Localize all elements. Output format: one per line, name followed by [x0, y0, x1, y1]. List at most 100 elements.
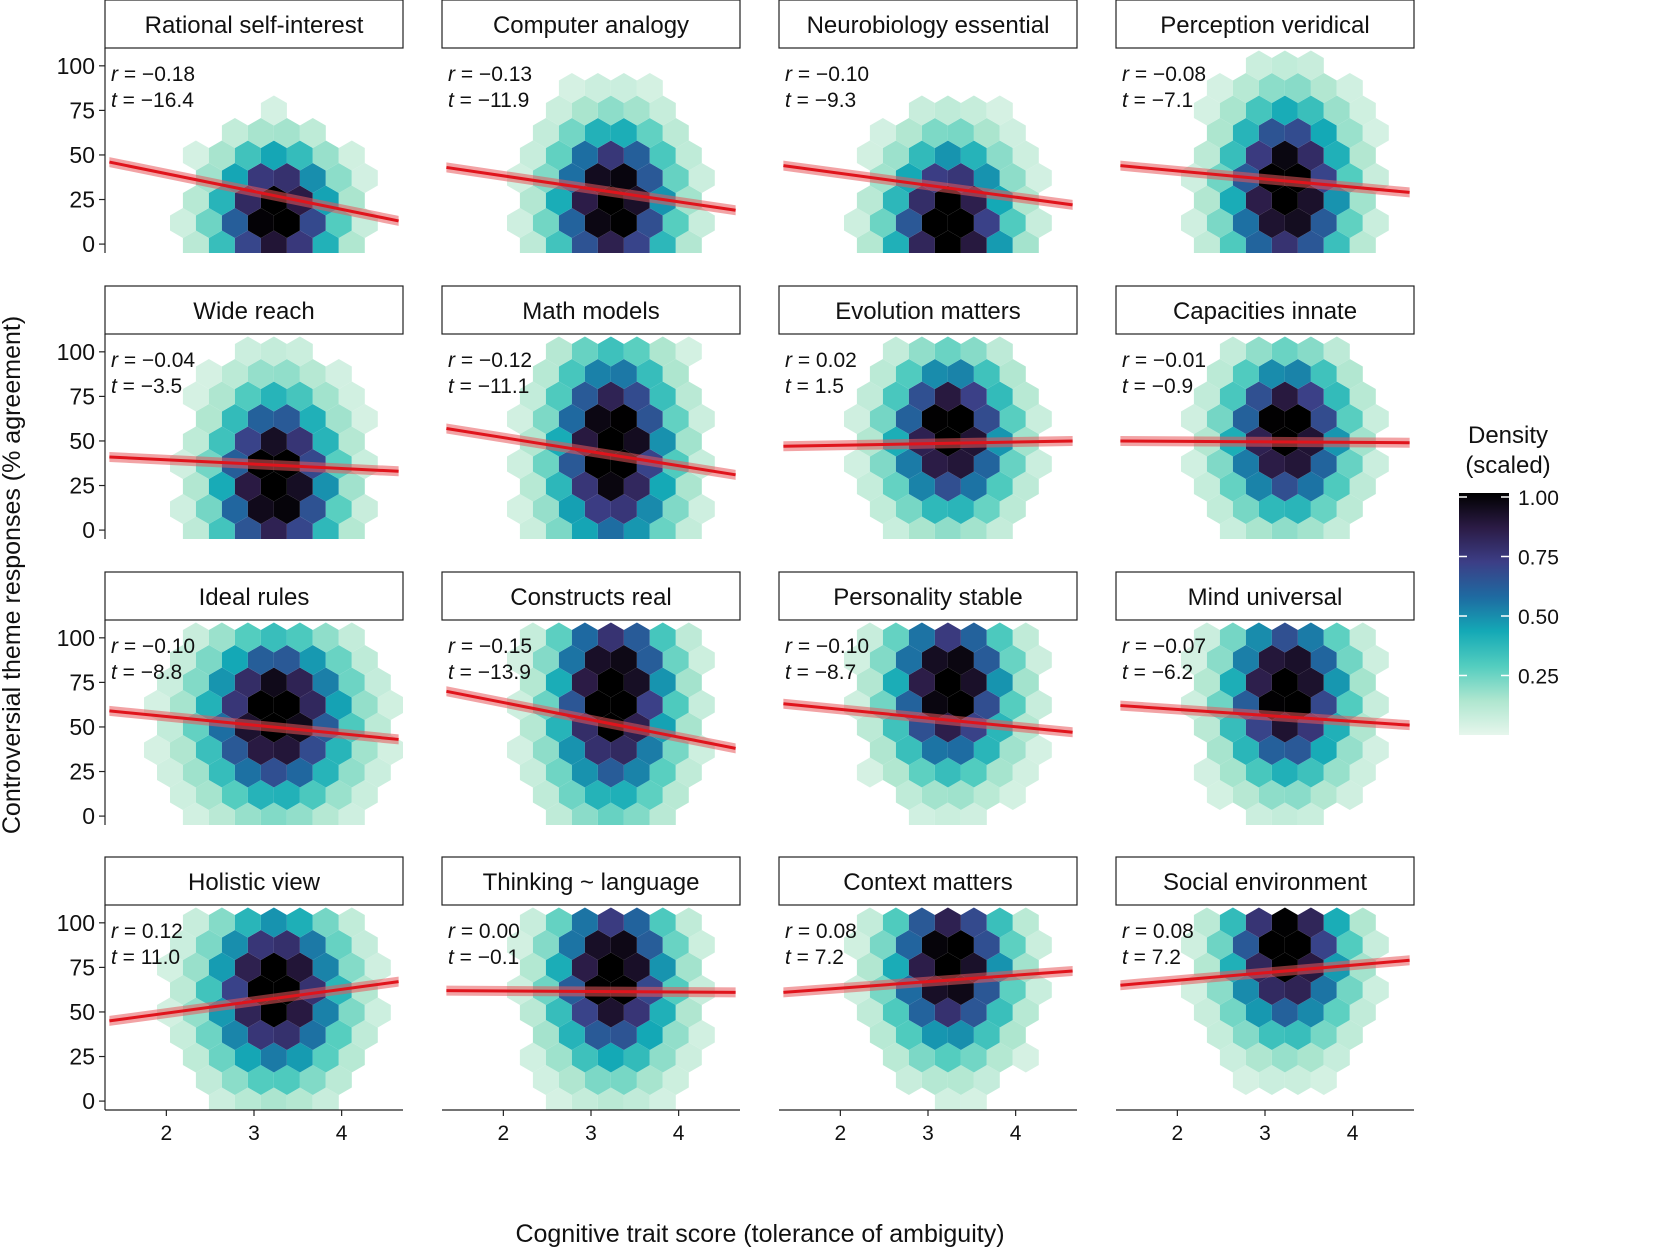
hexbin-cell: [856, 381, 883, 412]
regression-line: [783, 164, 1073, 207]
hexbin-cell: [558, 449, 585, 479]
hexbin-cell: [1336, 118, 1363, 148]
hexbin-cell: [649, 802, 676, 825]
hexbin-cell: [675, 516, 702, 539]
hexbin-cell: [999, 1020, 1026, 1050]
hexbin-cell: [1245, 95, 1272, 126]
hexbin-cell: [1206, 735, 1233, 765]
x-axis-label: Cognitive trait score (tolerance of ambi…: [515, 1220, 1004, 1248]
hexbin-cell: [1245, 230, 1272, 253]
hexbin-cell: [675, 381, 702, 412]
hexbin-cell: [273, 930, 300, 960]
hexbin-cell: [312, 952, 339, 983]
hexbin-cell: [921, 118, 948, 148]
hexbin-cell: [1193, 471, 1220, 502]
hexbin-cell: [312, 1042, 339, 1073]
hexbin-cell: [1310, 735, 1337, 765]
hexbin-cell: [157, 757, 183, 788]
hexbin-cell: [312, 667, 339, 698]
facet-panel: Holistic view r = 0.12 t = 11.0 100 75 50 25 0 2…: [57, 856, 404, 1145]
hexbin-cell: [584, 208, 611, 238]
hexbin-cell: [623, 381, 650, 412]
hexbin-cell: [1232, 208, 1259, 238]
hexbin-cell: [545, 95, 572, 126]
hexbin-cell: [571, 230, 598, 253]
hexbin-cell: [636, 930, 663, 960]
stat-r: r = −0.15: [448, 635, 532, 658]
regression-line: [783, 439, 1073, 448]
hexbin-cell: [519, 471, 546, 502]
stat-r: r = −0.10: [785, 63, 869, 86]
hexbin-cell: [999, 359, 1026, 389]
hexbin-cell: [1284, 1065, 1311, 1095]
hexbin-cell: [1193, 907, 1220, 938]
regression-line: [446, 689, 736, 750]
hexbin-cell: [545, 185, 572, 216]
hexbin-cell: [1284, 73, 1311, 103]
hexbin-cell: [1232, 645, 1259, 675]
hexbin-cell: [221, 118, 248, 148]
hexbin-cell: [1310, 975, 1337, 1005]
hexbin-cell: [286, 667, 313, 698]
hexbin-cell: [675, 997, 702, 1028]
stat-t: t = −13.9: [448, 661, 531, 684]
hexbin-cell: [1025, 645, 1052, 675]
hexbin-cell: [636, 494, 663, 524]
hexbin-cell: [208, 516, 235, 539]
hexbin-cell: [947, 449, 974, 479]
hexbin-cell: [1310, 208, 1337, 238]
hexbin-cell: [610, 690, 637, 720]
hexbin-cell: [1206, 1020, 1233, 1050]
hexbin-cell: [636, 780, 663, 810]
hexbin-cell: [338, 381, 365, 412]
hexbin-cell: [1245, 185, 1272, 216]
hexbin-cell: [1258, 359, 1285, 389]
hexbin-cell: [597, 1087, 624, 1110]
facet-panel: Capacities innate r = −0.01 t = −0.9: [1115, 285, 1415, 539]
hexbin-cell: [636, 1020, 663, 1050]
hexbin-cell: [973, 1065, 1000, 1095]
hexbin-cell: [1336, 1020, 1363, 1050]
regression-line: [1120, 164, 1410, 194]
hexbin-cell: [170, 645, 196, 675]
hexbin-cell: [649, 757, 676, 788]
hexbin-cell: [623, 230, 650, 253]
hexbin-cell: [1219, 667, 1246, 698]
hexbin-cell: [234, 667, 261, 698]
hexbin-cell: [960, 667, 987, 698]
hexbin-cell: [1181, 449, 1207, 479]
hexbin-cell: [973, 780, 1000, 810]
hexbin-cell: [1271, 95, 1298, 126]
hexbin-cell: [1245, 381, 1272, 412]
hexbin-cell: [507, 494, 533, 524]
hexbin-cell: [558, 735, 585, 765]
hexbin-cell: [960, 471, 987, 502]
hexbin-cell: [1206, 780, 1233, 810]
hexbin-cell: [1232, 975, 1259, 1005]
stat-t: t = −0.1: [448, 946, 519, 969]
hexbin-cell: [934, 336, 961, 367]
regression-line: [446, 165, 736, 212]
hexbin-cell: [610, 1065, 637, 1095]
hexbin-cell: [636, 1065, 663, 1095]
hexbin-cell: [286, 757, 313, 788]
hexbin-cell: [1258, 118, 1285, 148]
hexbin-cell: [260, 802, 287, 825]
y-tick-label: 50: [69, 999, 95, 1025]
hexbin-cell: [571, 95, 598, 126]
hexbin-cell: [908, 952, 935, 983]
hexbin-cell: [908, 471, 935, 502]
hexbin-cell: [999, 780, 1026, 810]
hexbin-cell: [869, 735, 896, 765]
hexbin-cell: [584, 930, 611, 960]
hexbin-cell: [571, 997, 598, 1028]
hexbin-cell: [610, 208, 637, 238]
hexbin-cell: [221, 975, 248, 1005]
hexbin-cell: [895, 494, 922, 524]
stat-t: t = −8.7: [785, 661, 856, 684]
hexbin-cell: [662, 163, 689, 193]
plot-area: [109, 336, 399, 539]
hexbin-cell: [208, 185, 235, 216]
hexbin-cell: [545, 230, 572, 253]
hexbin-cell: [1297, 622, 1324, 653]
